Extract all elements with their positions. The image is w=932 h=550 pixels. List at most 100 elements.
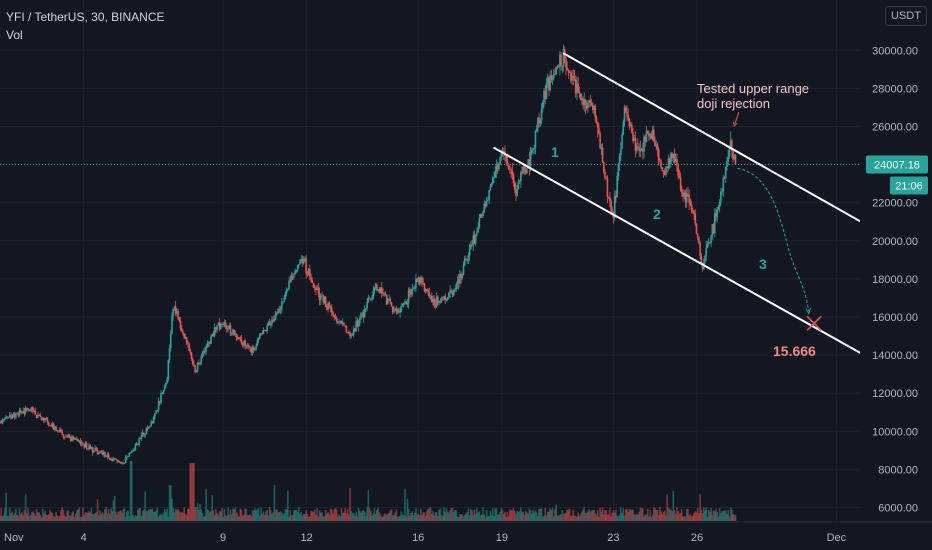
volume-legend[interactable]: Vol	[6, 28, 23, 42]
volume-bar	[129, 461, 132, 521]
channel-lower-line[interactable]	[492, 146, 865, 356]
volume-bar	[276, 509, 278, 521]
volume-bar	[655, 509, 658, 521]
candle-body	[731, 140, 733, 151]
volume-bar	[32, 511, 34, 521]
volume-bar	[332, 513, 334, 521]
volume-bar	[5, 492, 7, 521]
candle-body	[681, 190, 683, 193]
candle-body	[366, 301, 368, 309]
candle-body	[640, 148, 643, 151]
candle-body	[163, 386, 166, 391]
candle-body	[130, 451, 133, 453]
time-tick-label: 16	[412, 532, 424, 544]
candle-body	[107, 454, 110, 459]
wave-label-2[interactable]: 2	[653, 206, 661, 222]
price-axis[interactable]: 6000.00 8000.00 10000.00 12000.00 14000.00 16…	[860, 0, 932, 550]
volume-bar	[450, 508, 453, 521]
candle-body	[567, 70, 570, 73]
volume-bar	[66, 511, 68, 521]
candle-body	[287, 289, 289, 291]
volume-bar	[473, 509, 476, 521]
candle-body	[139, 438, 142, 440]
volume-bar	[79, 516, 82, 521]
candle-body	[523, 166, 526, 169]
volume-bar	[269, 510, 272, 521]
countdown-badge[interactable]	[890, 176, 928, 195]
candle-body	[28, 410, 31, 412]
channel-upper-line[interactable]	[562, 52, 865, 225]
volume-bar	[566, 509, 568, 521]
callout-text-line-2[interactable]: doji rejection	[697, 96, 770, 111]
candle-body	[246, 345, 249, 347]
volume-bar	[151, 508, 154, 521]
volume-bar	[660, 511, 662, 521]
candle-body	[717, 206, 720, 210]
candle-body	[259, 334, 261, 339]
volume-bar	[71, 512, 73, 521]
candle-body	[309, 268, 311, 277]
symbol-title[interactable]: YFI / TetherUS, 30, BINANCE	[6, 10, 165, 24]
target-x-mark[interactable]	[806, 315, 822, 331]
time-tick-label: 26	[691, 532, 703, 544]
volume-bar	[610, 516, 612, 521]
projection-path[interactable]	[737, 167, 808, 311]
current-price-badge[interactable]	[866, 155, 928, 174]
candle-body	[132, 450, 134, 452]
candle-body	[172, 308, 175, 316]
candle-body	[562, 49, 565, 67]
candle-body	[516, 189, 518, 196]
currency-button[interactable]: USDT	[885, 6, 927, 26]
candle-body	[685, 193, 688, 203]
time-tick-label: 9	[220, 532, 226, 544]
candle-body	[154, 413, 156, 417]
candle-body	[551, 78, 554, 80]
volume-bar	[318, 510, 321, 521]
candle-body	[545, 83, 548, 100]
volume-bar	[248, 515, 250, 521]
candle-body	[424, 289, 427, 292]
candle-body	[444, 296, 447, 300]
candle-body	[520, 172, 522, 182]
volume-bar	[527, 513, 529, 521]
candle-body	[679, 177, 682, 191]
wave-label-3[interactable]: 3	[759, 256, 767, 272]
candle-body	[434, 305, 437, 307]
volume-bar	[667, 507, 670, 521]
candle-body	[43, 417, 45, 421]
candle-body	[510, 169, 512, 171]
time-axis[interactable]: Nov 4 9 12 16 19 23 26 Dec	[0, 521, 932, 550]
candle-body	[45, 417, 48, 420]
volume-bar	[141, 510, 144, 521]
candle-body	[348, 332, 350, 334]
candle-body	[624, 107, 627, 112]
volume-bar	[446, 511, 449, 521]
volume-bar	[184, 513, 187, 521]
wave-label-1[interactable]: 1	[551, 144, 559, 160]
volume-bar	[82, 507, 84, 521]
candle-body	[290, 276, 293, 281]
callout-text-line-1[interactable]: Tested upper range	[697, 81, 809, 96]
volume-bar	[319, 512, 322, 521]
volume-bar	[433, 515, 436, 521]
volume-bar	[494, 508, 497, 521]
volume-bar	[257, 508, 260, 521]
volume-bar	[271, 514, 273, 521]
target-label[interactable]: 15.666	[773, 343, 816, 359]
volume-bar	[535, 512, 538, 521]
volume-bar	[507, 516, 510, 521]
candle-body	[265, 330, 267, 331]
volume-bar	[662, 511, 665, 521]
candle-body	[66, 436, 68, 438]
volume-bar	[651, 514, 654, 521]
volume-bar	[389, 510, 392, 521]
candle-body	[202, 350, 205, 354]
candle-body	[421, 277, 423, 283]
volume-bar	[28, 516, 31, 521]
volume-bar	[393, 515, 395, 521]
volume-bar	[30, 512, 33, 521]
candle-body	[178, 318, 181, 321]
